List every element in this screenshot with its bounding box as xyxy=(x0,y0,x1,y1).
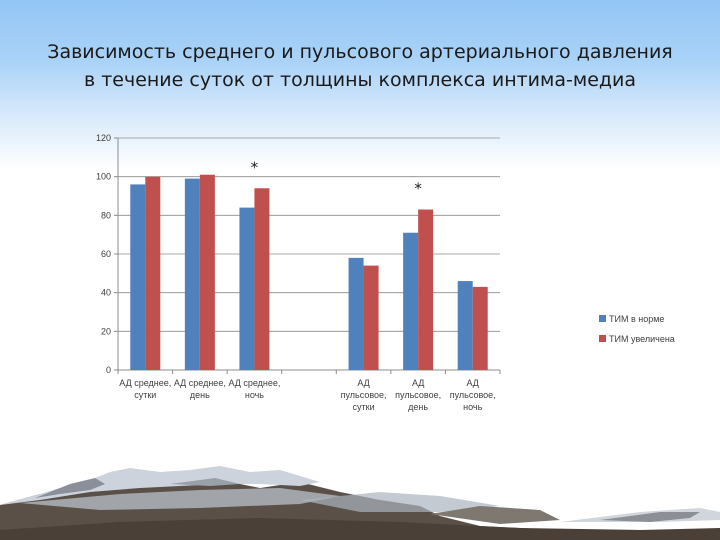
legend-label: ТИМ в норме xyxy=(609,314,664,324)
x-tick-label: АД xyxy=(467,378,479,388)
title-line-1: Зависимость среднего и пульсового артери… xyxy=(47,41,673,63)
bar xyxy=(239,207,255,370)
bar xyxy=(184,178,200,370)
bar xyxy=(472,286,488,370)
x-tick-label: день xyxy=(408,402,428,412)
x-tick-label: АД xyxy=(357,378,369,388)
x-tick-label: АД среднее, xyxy=(228,378,280,388)
significance-marker: * xyxy=(251,158,259,176)
x-tick-label: пульсовое, xyxy=(395,390,441,400)
bar xyxy=(199,174,215,370)
legend-label: ТИМ увеличена xyxy=(609,334,675,344)
y-tick-label: 120 xyxy=(96,133,111,143)
slide-title: Зависимость среднего и пульсового артери… xyxy=(20,38,700,94)
bar xyxy=(130,184,146,370)
bar xyxy=(254,188,270,370)
bar xyxy=(457,281,473,370)
bar xyxy=(363,265,379,370)
x-tick-label: ночь xyxy=(463,402,482,412)
bar xyxy=(348,257,364,370)
bar xyxy=(403,232,419,370)
x-tick-label: день xyxy=(190,390,210,400)
y-tick-label: 60 xyxy=(101,249,111,259)
x-tick-label: ночь xyxy=(245,390,264,400)
x-tick-label: сутки xyxy=(134,390,156,400)
x-tick-label: АД среднее, xyxy=(174,378,226,388)
significance-marker: * xyxy=(414,180,422,198)
legend-swatch xyxy=(599,335,606,342)
x-tick-label: АД xyxy=(412,378,424,388)
y-tick-label: 80 xyxy=(101,210,111,220)
y-tick-label: 40 xyxy=(101,288,111,298)
title-line-2: в течение суток от толщины комплекса инт… xyxy=(83,69,637,91)
legend-swatch xyxy=(599,315,606,322)
x-tick-label: пульсовое, xyxy=(341,390,387,400)
y-tick-label: 20 xyxy=(101,326,111,336)
y-tick-label: 0 xyxy=(106,365,111,375)
x-tick-label: АД среднее, xyxy=(119,378,171,388)
y-tick-label: 100 xyxy=(96,172,111,182)
bar xyxy=(145,176,161,370)
x-tick-label: сутки xyxy=(353,402,375,412)
x-tick-label: пульсовое, xyxy=(450,390,496,400)
bar xyxy=(418,209,434,370)
